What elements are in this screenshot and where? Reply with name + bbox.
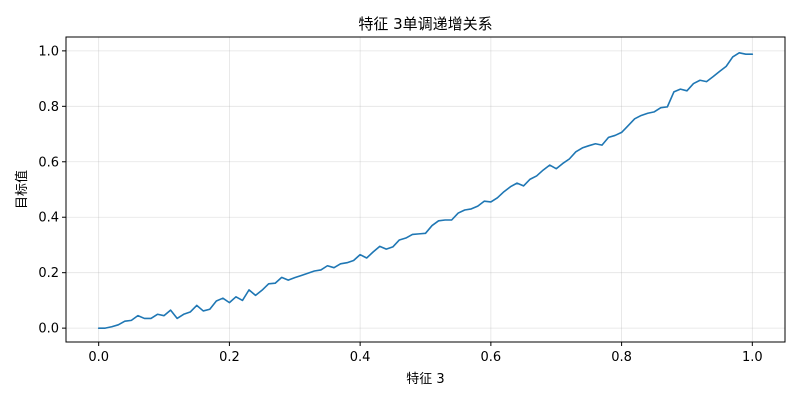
x-axis-ticks: 0.0 0.2 0.4 0.6 0.8 1.0	[88, 342, 763, 365]
chart-title: 特征 3单调递增关系	[358, 15, 492, 33]
plot-frame	[65, 36, 786, 343]
y-tick-label: 1.0	[38, 44, 59, 59]
y-tick-label: 0.8	[38, 100, 59, 115]
series-line	[97, 51, 754, 329]
grid-lines	[66, 37, 785, 342]
x-tick-label: 0.2	[219, 350, 240, 365]
x-tick-label: 0.8	[611, 350, 632, 365]
y-axis-ticks: 0.0 0.2 0.4 0.6 0.8 1.0	[38, 44, 66, 337]
y-tick-label: 0.0	[38, 322, 59, 337]
x-axis-label: 特征 3	[406, 372, 444, 387]
y-axis-label: 目标值	[14, 170, 30, 209]
x-tick-label: 0.0	[88, 350, 109, 365]
x-tick-label: 0.4	[350, 350, 371, 365]
x-tick-label: 0.6	[481, 350, 502, 365]
y-tick-label: 0.6	[38, 155, 59, 170]
x-tick-label: 1.0	[742, 350, 763, 365]
y-tick-label: 0.2	[38, 266, 59, 281]
y-tick-label: 0.4	[38, 211, 59, 226]
